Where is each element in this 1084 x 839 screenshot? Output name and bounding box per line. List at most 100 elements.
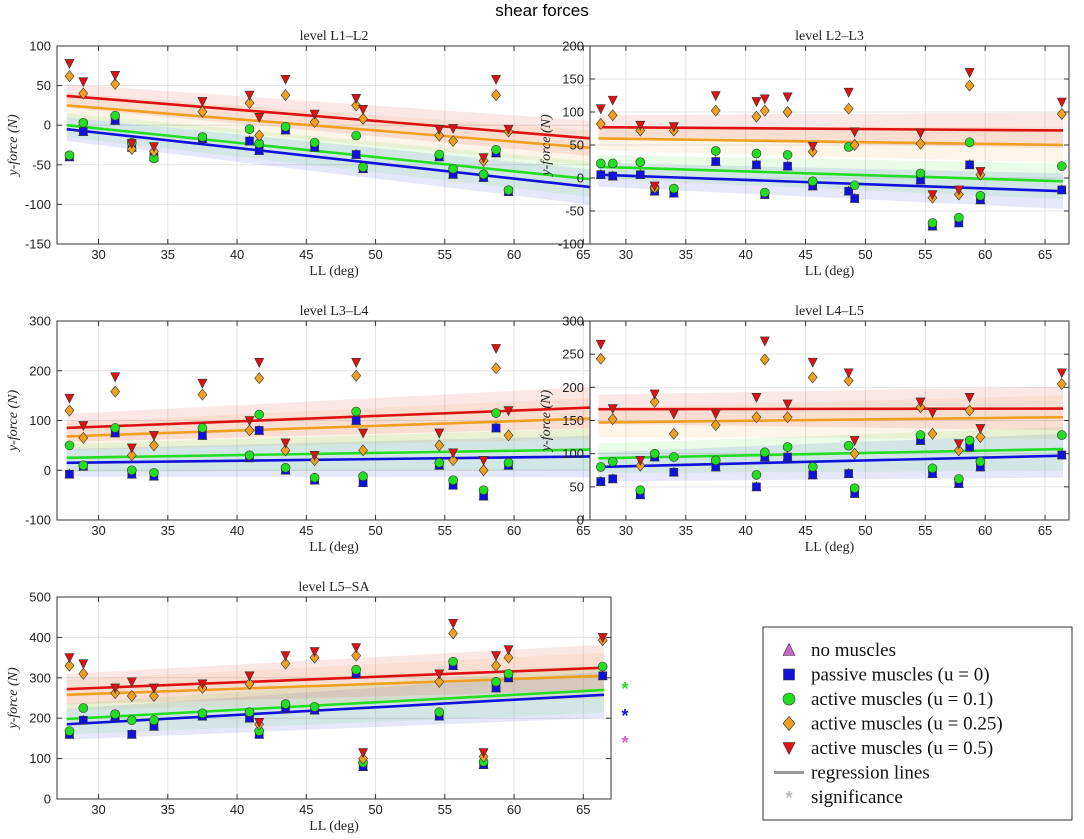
data-point	[849, 127, 860, 138]
data-point	[244, 90, 255, 101]
regression-line	[66, 455, 605, 465]
data-point	[448, 627, 458, 640]
data-point	[110, 110, 120, 121]
y-tick-label: 200	[562, 39, 584, 54]
data-point	[149, 715, 159, 726]
data-point	[843, 374, 854, 387]
data-point	[351, 150, 361, 159]
x-tick-label: 30	[619, 247, 633, 262]
y-tick-label: 500	[29, 590, 51, 605]
data-point	[254, 357, 265, 368]
data-point	[64, 404, 75, 417]
data-point	[448, 124, 459, 135]
data-point	[597, 633, 608, 644]
data-point	[280, 89, 291, 102]
data-point	[844, 186, 853, 196]
data-point	[668, 122, 679, 133]
data-point	[597, 661, 608, 672]
data-point	[649, 389, 660, 400]
y-tick-label: -50	[565, 204, 584, 219]
data-point	[351, 99, 362, 112]
x-tick-label: 50	[858, 247, 872, 262]
data-point	[843, 440, 854, 451]
y-axis-label: y-force (N)	[6, 390, 21, 454]
data-point	[244, 677, 255, 690]
data-point	[752, 482, 761, 492]
data-point	[503, 124, 514, 135]
data-point	[64, 659, 75, 672]
data-point	[434, 669, 445, 680]
regression-line	[66, 448, 605, 460]
data-point	[635, 120, 646, 131]
legend-item: passive muscles (u = 0)	[783, 665, 990, 686]
data-point	[78, 431, 89, 444]
y-tick-label: 150	[562, 413, 584, 428]
data-points	[64, 618, 608, 771]
data-point	[126, 443, 137, 454]
data-point	[607, 158, 618, 169]
panel-title: level L1–L2	[300, 29, 369, 44]
y-axis-label: y-force (N)	[6, 667, 21, 731]
y-tick-label: 100	[29, 413, 51, 428]
data-point	[351, 130, 361, 141]
data-point	[596, 477, 606, 486]
y-axis-label: y-force (N)	[539, 390, 554, 454]
x-tick-label: 60	[978, 523, 992, 538]
data-point	[607, 109, 618, 122]
figure-title: shear forces	[495, 1, 589, 20]
data-point	[607, 404, 618, 415]
data-point	[309, 647, 320, 658]
data-point	[110, 709, 120, 719]
x-tick-label: 35	[161, 523, 175, 538]
data-point	[783, 452, 792, 462]
data-point	[1057, 161, 1067, 171]
data-point	[478, 153, 489, 164]
data-point	[964, 435, 975, 446]
y-tick-label: 250	[562, 347, 584, 362]
data-point	[448, 135, 458, 148]
x-tick-label: 65	[1038, 247, 1052, 262]
data-point	[127, 730, 137, 739]
data-point	[710, 409, 721, 420]
regression-lines	[66, 94, 605, 190]
y-tick-label: 300	[562, 314, 584, 329]
confidence-band	[598, 126, 1064, 163]
data-point	[434, 428, 445, 439]
regression-line	[598, 173, 1064, 193]
data-point	[197, 132, 208, 142]
regression-line	[66, 104, 605, 151]
data-point	[710, 146, 721, 156]
x-tick-label: 35	[679, 523, 693, 538]
data-point	[244, 450, 255, 461]
x-tick-label: 60	[507, 802, 521, 817]
data-point	[1056, 97, 1067, 108]
legend-marker	[782, 742, 796, 756]
plot-background	[57, 597, 611, 799]
data-point	[448, 448, 459, 459]
ticks: 30 35 40 45 50 55 60 65 -150 -100 -50 0 50 100	[25, 39, 611, 262]
significance-asterisks: *	[621, 733, 628, 753]
y-tick-label: 100	[562, 105, 584, 120]
data-point	[759, 336, 770, 347]
data-point	[491, 89, 501, 102]
data-point	[149, 439, 159, 452]
data-point	[751, 411, 762, 424]
data-point	[110, 423, 120, 433]
data-point	[975, 191, 986, 201]
data-point	[254, 129, 265, 142]
data-point	[607, 413, 618, 426]
panel-title: level L3–L4	[300, 304, 369, 319]
data-point	[254, 409, 265, 420]
data-point	[309, 109, 320, 120]
data-point	[358, 471, 368, 482]
x-tick-label: 45	[798, 523, 812, 538]
data-point	[64, 393, 75, 404]
y-tick-label: 0	[577, 513, 584, 528]
data-point	[126, 690, 137, 702]
data-point	[964, 68, 975, 79]
data-point	[927, 463, 938, 474]
data-point	[78, 118, 89, 128]
y-tick-label: 100	[29, 39, 51, 54]
data-point	[244, 124, 255, 134]
confidence-band	[598, 162, 1064, 210]
